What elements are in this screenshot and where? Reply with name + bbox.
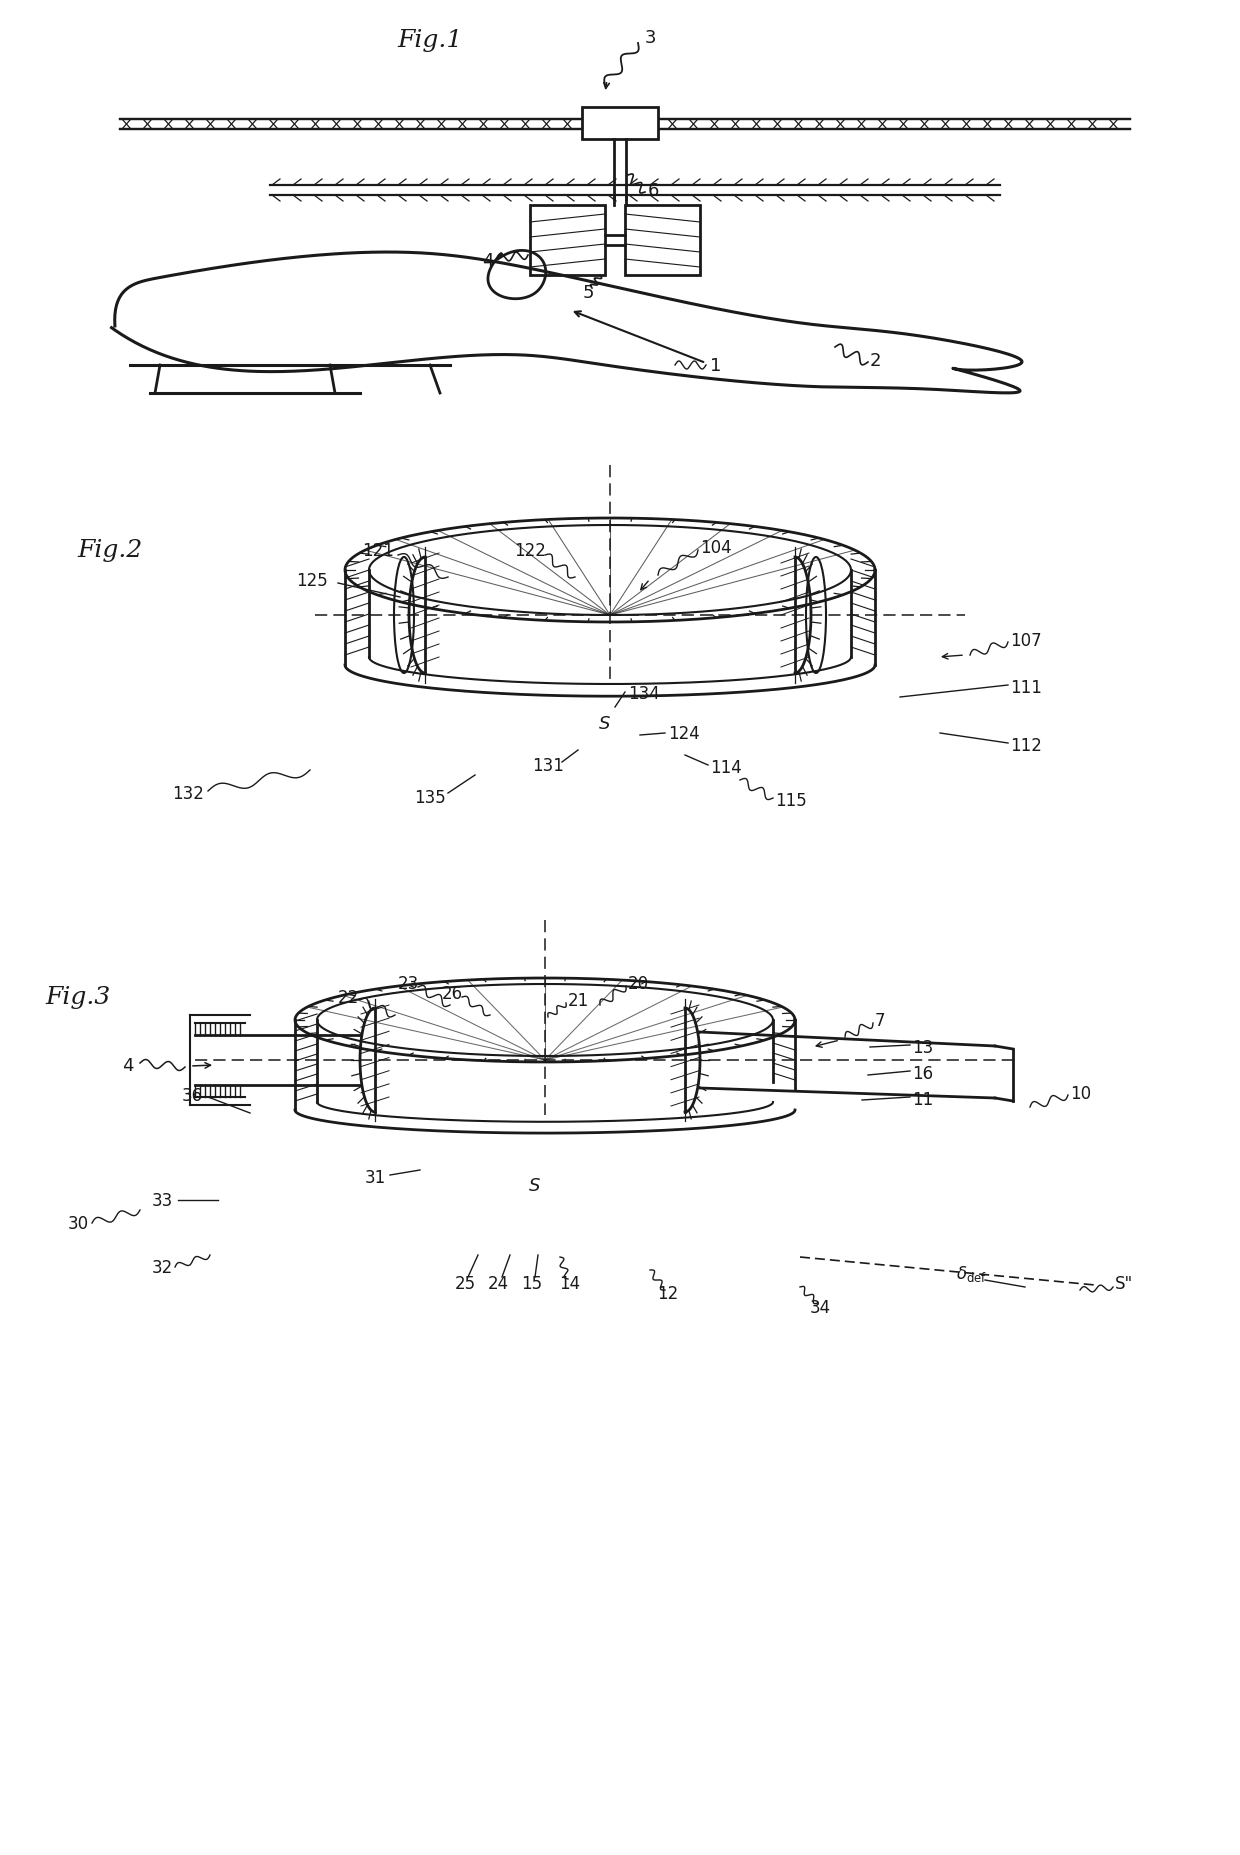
Text: 1: 1 xyxy=(711,356,722,375)
Text: 4: 4 xyxy=(123,1057,134,1074)
Text: 25: 25 xyxy=(454,1274,476,1293)
Text: 115: 115 xyxy=(775,792,807,809)
Text: 24: 24 xyxy=(487,1274,508,1293)
Text: 36: 36 xyxy=(181,1087,202,1104)
Ellipse shape xyxy=(394,558,414,673)
Text: 124: 124 xyxy=(668,725,699,742)
Text: 30: 30 xyxy=(67,1215,88,1232)
Text: 3: 3 xyxy=(645,30,656,46)
Text: 15: 15 xyxy=(522,1274,543,1293)
Bar xyxy=(625,206,701,276)
Text: 7: 7 xyxy=(875,1011,885,1030)
Text: S": S" xyxy=(1115,1274,1133,1293)
Text: 23: 23 xyxy=(397,974,419,992)
Bar xyxy=(582,108,658,139)
Bar xyxy=(529,206,605,276)
Text: 32: 32 xyxy=(151,1258,172,1276)
Text: 22: 22 xyxy=(337,989,358,1007)
Text: 12: 12 xyxy=(657,1284,678,1302)
Text: 10: 10 xyxy=(1070,1085,1091,1102)
Text: 107: 107 xyxy=(1011,633,1042,649)
Text: 26: 26 xyxy=(441,985,463,1002)
Text: 5: 5 xyxy=(583,284,594,302)
Text: 4: 4 xyxy=(482,252,494,269)
Text: 135: 135 xyxy=(414,788,446,807)
Text: 131: 131 xyxy=(532,757,564,775)
Text: 112: 112 xyxy=(1011,736,1042,755)
Text: $\delta_{\mathrm{def}}$: $\delta_{\mathrm{def}}$ xyxy=(956,1263,987,1284)
Text: 16: 16 xyxy=(911,1065,934,1083)
Text: 34: 34 xyxy=(810,1298,831,1317)
Text: 2: 2 xyxy=(870,352,882,369)
Text: 14: 14 xyxy=(559,1274,580,1293)
Text: Fig.1: Fig.1 xyxy=(397,30,463,52)
Ellipse shape xyxy=(806,558,826,673)
Text: 104: 104 xyxy=(701,538,732,556)
Text: 134: 134 xyxy=(627,684,660,703)
Text: 33: 33 xyxy=(151,1191,172,1209)
Text: 114: 114 xyxy=(711,759,742,777)
Text: Fig.3: Fig.3 xyxy=(46,987,110,1009)
Text: 132: 132 xyxy=(172,785,203,803)
Text: S: S xyxy=(529,1176,541,1195)
Text: 122: 122 xyxy=(515,542,546,560)
Text: 125: 125 xyxy=(296,571,327,590)
Text: 21: 21 xyxy=(568,991,589,1009)
Text: 6: 6 xyxy=(649,182,660,200)
Text: 11: 11 xyxy=(911,1091,934,1109)
Text: Fig.2: Fig.2 xyxy=(77,540,143,562)
Text: 111: 111 xyxy=(1011,679,1042,697)
Text: 121: 121 xyxy=(362,542,394,560)
Text: S: S xyxy=(599,714,610,733)
Text: 20: 20 xyxy=(627,974,649,992)
Text: 31: 31 xyxy=(365,1169,386,1187)
Text: 13: 13 xyxy=(911,1039,934,1057)
